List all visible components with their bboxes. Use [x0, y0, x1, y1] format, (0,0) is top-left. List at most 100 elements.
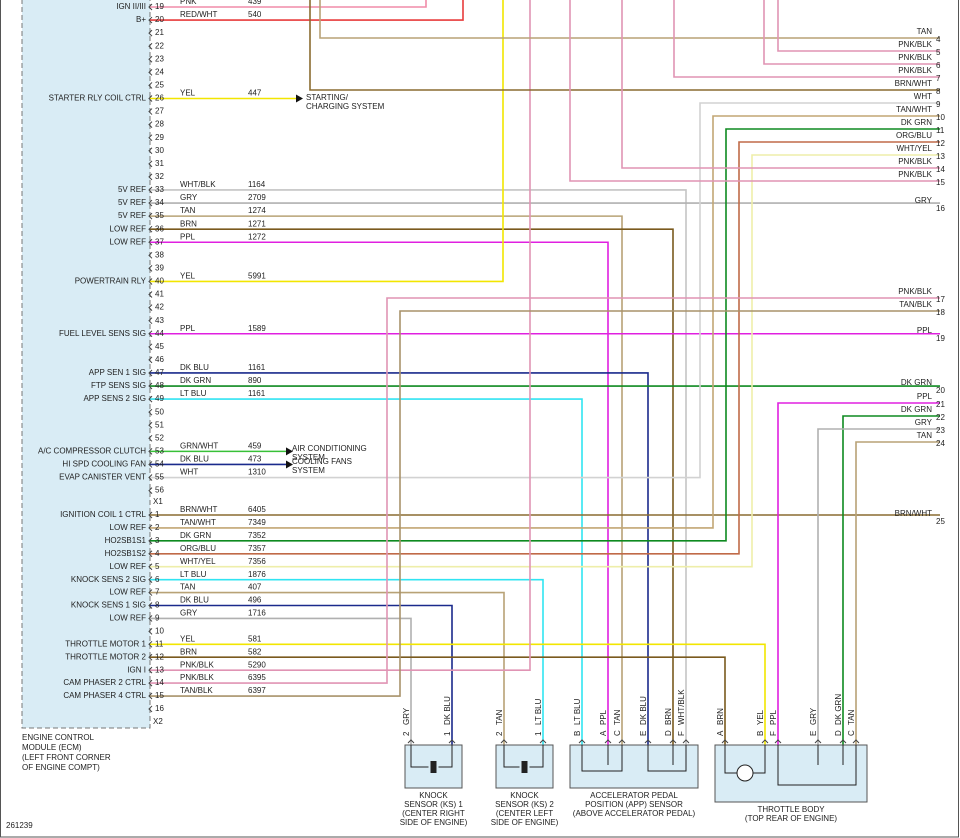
- pin-tick: [148, 705, 153, 713]
- right-wire-color: BRN/WHT: [895, 509, 932, 518]
- sensor-name: SENSOR (KS) 2: [495, 800, 554, 809]
- wire-color: TAN: [180, 583, 196, 592]
- wire-color: DK BLU: [180, 596, 209, 605]
- pin-tick: [148, 265, 153, 272]
- pin-number: 54: [155, 460, 164, 469]
- diagram-id: 261239: [6, 821, 33, 830]
- circuit-number: 5991: [248, 272, 266, 281]
- wire: [150, 643, 766, 745]
- pin-tick: [148, 640, 153, 648]
- pin-tick: [669, 739, 677, 744]
- pin-tick: [148, 576, 153, 584]
- sensor-name: (TOP REAR OF ENGINE): [745, 814, 837, 823]
- pin-tick: [148, 304, 153, 311]
- wire: [319, 0, 940, 39]
- pin-number: 14: [155, 678, 164, 687]
- pin-tick: [148, 16, 153, 24]
- pin-number: 53: [155, 446, 164, 455]
- wire-color: WHT/BLK: [180, 180, 216, 189]
- pin-tick: [148, 602, 153, 609]
- circuit-number: 6395: [248, 673, 266, 682]
- wire-color: PNK: [180, 0, 197, 6]
- pin-number: 23: [155, 54, 164, 63]
- circuit-number: 1272: [248, 232, 266, 241]
- sensor-wire-color: DK BLU: [443, 696, 452, 725]
- pin-tick: [148, 421, 153, 429]
- right-wire-color: DK GRN: [901, 118, 932, 127]
- wire-color: YEL: [180, 89, 196, 98]
- pin-number: 24: [155, 67, 164, 76]
- right-wire-color: PNK/BLK: [898, 287, 932, 296]
- sensor-pin: 2: [495, 731, 504, 736]
- pin-number: 36: [155, 224, 164, 233]
- right-wire-color: PPL: [917, 392, 933, 401]
- pin-label: KNOCK SENS 1 SIG: [71, 601, 146, 610]
- ecm-box: [21, 0, 151, 729]
- pin-label: EVAP CANISTER VENT: [59, 473, 146, 482]
- right-pin-number: 17: [936, 295, 945, 304]
- right-wire-color: PPL: [917, 326, 933, 335]
- wire-color: RED/WHT: [180, 10, 217, 19]
- pin-label: LOW REF: [110, 588, 147, 597]
- right-pin-number: 8: [936, 87, 941, 96]
- wire-color: PPL: [180, 324, 196, 333]
- right-pin-number: 25: [936, 517, 945, 526]
- right-wire-color: TAN/BLK: [899, 300, 932, 309]
- pin-number: 25: [155, 81, 164, 90]
- wire-color: GRY: [180, 193, 198, 202]
- destination: SYSTEM: [292, 466, 325, 475]
- right-wire-color: GRY: [915, 196, 933, 205]
- wire-color: BRN: [180, 647, 197, 656]
- pin-number: 32: [155, 172, 164, 181]
- sensor-name: SIDE OF ENGINE): [491, 818, 559, 827]
- right-pin-number: 10: [936, 113, 945, 122]
- wire: [150, 617, 412, 745]
- pin-number: 29: [155, 133, 164, 142]
- pin-number: 26: [155, 94, 164, 103]
- right-pin-number: 6: [936, 61, 941, 70]
- wire: [842, 415, 940, 745]
- pin-number: 46: [155, 355, 164, 364]
- pin-tick: [148, 487, 153, 494]
- right-pin-number: 15: [936, 178, 945, 187]
- crystal: [521, 761, 528, 773]
- right-wire-color: TAN: [917, 431, 933, 440]
- wire-color: DK GRN: [180, 376, 211, 385]
- pin-tick: [618, 739, 626, 744]
- pin-number: 21: [155, 28, 164, 37]
- arrow: [286, 447, 293, 456]
- circuit-number: 1161: [248, 363, 266, 372]
- pin-label: 5V REF: [118, 211, 146, 220]
- wire-color: PPL: [180, 232, 196, 241]
- pin-label: HO2SB1S1: [105, 536, 147, 545]
- right-pin-number: 20: [936, 386, 945, 395]
- wire-color: YEL: [180, 272, 196, 281]
- sensor-name: KNOCK: [419, 791, 448, 800]
- wire: [777, 0, 940, 52]
- pin-number: 3: [155, 536, 160, 545]
- pin-number: 42: [155, 303, 164, 312]
- pin-tick: [148, 524, 153, 532]
- pin-number: 9: [155, 614, 160, 623]
- sensor-symbol: [410, 745, 453, 768]
- circuit-number: 582: [248, 647, 262, 656]
- pin-tick: [448, 739, 456, 744]
- ecm-name: MODULE (ECM): [22, 743, 82, 752]
- pin-label: FTP SENS SIG: [91, 381, 146, 390]
- sensor-box: [569, 744, 699, 789]
- right-wire-color: PNK/BLK: [898, 40, 932, 49]
- pin-number: 40: [155, 277, 164, 286]
- pin-tick: [148, 666, 153, 674]
- pin-tick: [148, 317, 153, 325]
- pin-tick: [148, 461, 153, 468]
- pin-number: 44: [155, 329, 164, 338]
- pin-tick: [578, 739, 586, 744]
- pin-number: 47: [155, 368, 164, 377]
- connector-name: X2: [153, 717, 163, 726]
- pin-tick: [148, 134, 153, 142]
- pin-label: APP SEN 1 SIG: [89, 368, 146, 377]
- wire: [150, 102, 940, 479]
- circuit-number: 1716: [248, 609, 266, 618]
- wire: [309, 0, 940, 91]
- pin-number: 31: [155, 159, 164, 168]
